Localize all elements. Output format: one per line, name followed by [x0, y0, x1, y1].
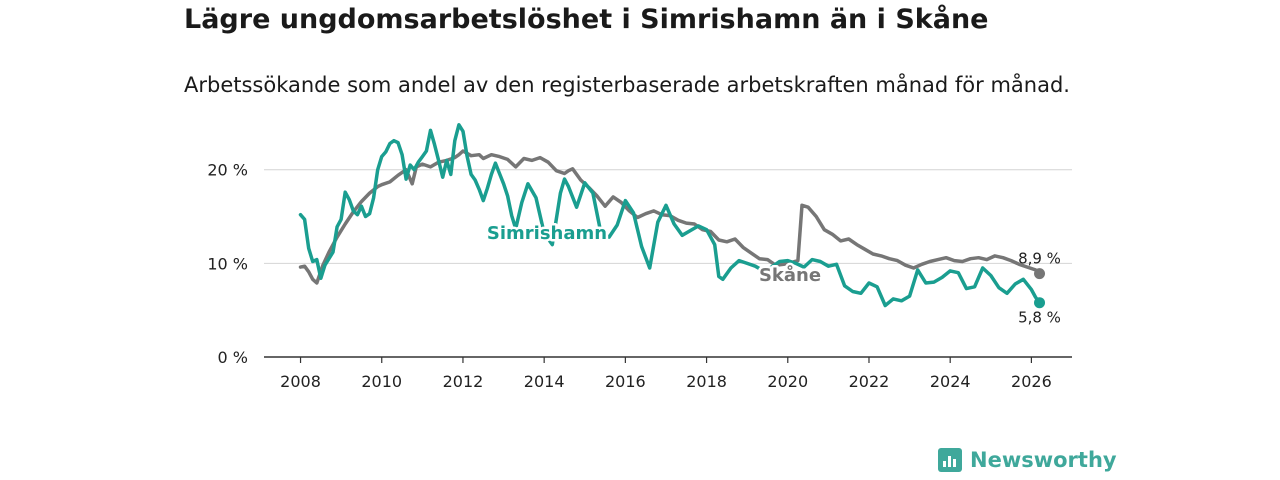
end-label-skane: 8,9 % — [1018, 250, 1061, 268]
x-tick-label: 2022 — [849, 372, 890, 391]
x-tick-label: 2012 — [443, 372, 484, 391]
series-lines — [298, 123, 1046, 309]
bar-chart-icon — [938, 448, 962, 472]
y-tick-label: 0 % — [218, 348, 248, 367]
x-tick-label: 2016 — [605, 372, 646, 391]
x-tick-label: 2018 — [686, 372, 727, 391]
chart-subtitle: Arbetssökande som andel av den registerb… — [184, 73, 1070, 97]
x-tick-label: 2024 — [930, 372, 971, 391]
grid-lines — [264, 169, 1072, 264]
x-tick-label: 2010 — [361, 372, 402, 391]
annotation-skane: Skåne — [759, 264, 821, 286]
series-labels: 8,9 % 5,8 % Simrishamn Skåne — [484, 221, 1061, 327]
axes: 0 % 10 % 20 % 2008 2010 2012 2014 2016 2018 2020 2… — [207, 161, 1072, 391]
series-line-skne — [298, 149, 1042, 285]
brand-name: Newsworthy — [970, 448, 1117, 472]
x-tick-label: 2014 — [524, 372, 565, 391]
end-label-simrishamn: 5,8 % — [1018, 309, 1061, 327]
chart-title: Lägre ungdomsarbetslöshet i Simrishamn ä… — [184, 4, 989, 35]
end-point-simrishamn — [1034, 297, 1046, 309]
y-tick-label: 10 % — [207, 254, 248, 273]
annotation-simrishamn: Simrishamn — [487, 223, 607, 244]
y-tick-label: 20 % — [207, 161, 248, 180]
end-point-skne — [1034, 268, 1046, 280]
series-line-simrishamn — [298, 123, 1042, 308]
newsworthy-logo: Newsworthy — [938, 448, 1117, 472]
x-tick-label: 2020 — [767, 372, 808, 391]
x-tick-label: 2008 — [280, 372, 321, 391]
x-tick-label: 2026 — [1011, 372, 1052, 391]
